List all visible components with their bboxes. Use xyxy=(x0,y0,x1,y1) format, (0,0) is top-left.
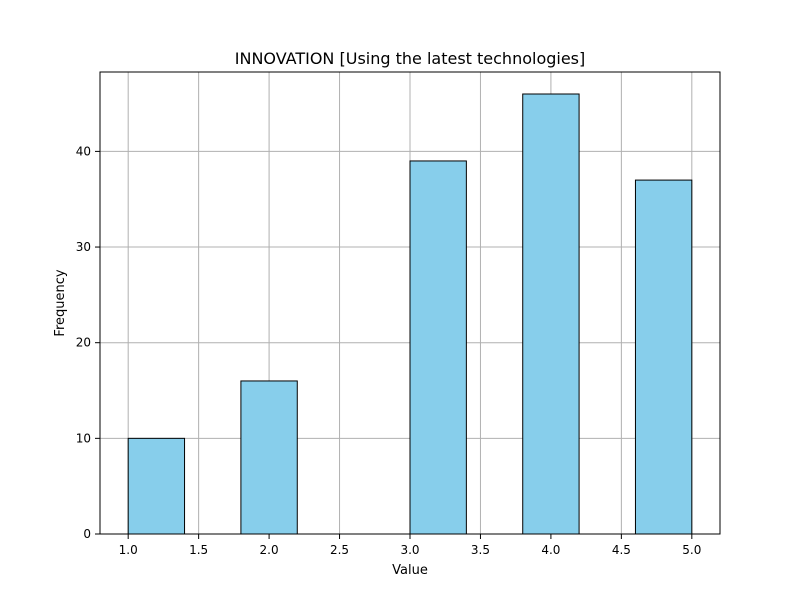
x-tick-label: 5.0 xyxy=(682,543,701,557)
y-axis-label: Frequency xyxy=(53,269,68,336)
x-tick-label: 1.0 xyxy=(119,543,138,557)
y-tick-label: 40 xyxy=(76,144,91,158)
histogram-bar xyxy=(634,179,693,535)
histogram-bar xyxy=(127,437,186,535)
y-tick-label: 30 xyxy=(76,240,91,254)
histogram-bar xyxy=(240,380,298,535)
y-tick-label: 0 xyxy=(83,527,91,541)
x-tick-label: 1.5 xyxy=(189,543,208,557)
x-tick-label: 3.5 xyxy=(471,543,490,557)
x-tick-label: 4.0 xyxy=(541,543,560,557)
x-tick-label: 2.5 xyxy=(330,543,349,557)
x-axis-label: Value xyxy=(392,563,428,578)
chart-title: INNOVATION [Using the latest technologie… xyxy=(235,49,586,68)
histogram-bar xyxy=(522,93,580,535)
y-tick-label: 10 xyxy=(76,431,91,445)
histogram-bar xyxy=(409,160,467,535)
x-tick-label: 2.0 xyxy=(260,543,279,557)
x-axis-ticks: 1.0 1.5 2.0 2.5 3.0 3.5 4.0 4.5 5.0 xyxy=(119,534,701,557)
x-tick-label: 4.5 xyxy=(612,543,631,557)
x-tick-label: 3.0 xyxy=(400,543,419,557)
y-axis-ticks: 0 10 20 30 40 xyxy=(76,144,100,541)
y-tick-label: 20 xyxy=(76,336,91,350)
histogram-bars xyxy=(127,93,693,535)
